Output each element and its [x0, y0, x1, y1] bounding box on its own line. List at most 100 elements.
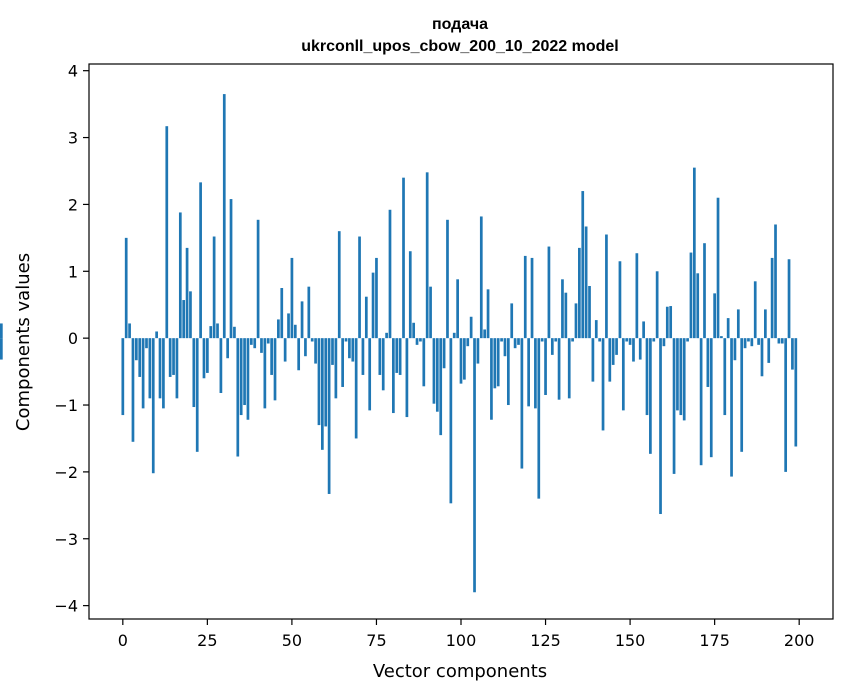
bar-component-158 — [655, 271, 659, 339]
bar-component-96 — [446, 219, 449, 339]
bar-component-26 — [209, 326, 213, 339]
bar-component-87 — [415, 338, 419, 345]
bar-component-184 — [743, 338, 747, 349]
bar-component-154 — [642, 321, 645, 339]
bar-component-8 — [148, 338, 152, 399]
bar-component-10 — [155, 331, 158, 339]
bar-component-196 — [784, 338, 788, 472]
bar-component-198 — [791, 338, 794, 370]
bar-component-84 — [405, 338, 409, 418]
bar-component-3 — [131, 338, 135, 442]
bar-component-150 — [628, 338, 632, 345]
bar-component-17 — [178, 212, 182, 339]
bar-component-168 — [689, 252, 693, 339]
bar-component-65 — [341, 338, 344, 387]
bar-component-114 — [506, 338, 510, 406]
bar-component-93 — [435, 338, 439, 412]
bar-component-145 — [611, 338, 615, 365]
bar-component-4 — [134, 338, 138, 361]
x-tick-label: 0 — [118, 631, 128, 650]
bar-component-181 — [733, 338, 737, 361]
bar-component-177 — [720, 336, 723, 339]
bar-component-151 — [632, 338, 635, 362]
y-tick-label: −1 — [54, 396, 78, 415]
bar-component-13 — [165, 126, 169, 339]
bar-component-165 — [679, 338, 683, 416]
bar-component-175 — [713, 293, 716, 339]
bar-component-49 — [287, 313, 290, 339]
y-tick-label: −3 — [54, 530, 78, 549]
y-tick-label: 4 — [68, 62, 78, 81]
bar-component-166 — [682, 338, 686, 421]
bar-component-19 — [185, 247, 189, 339]
bar-component-94 — [439, 338, 443, 436]
bar-component-89 — [422, 338, 426, 387]
bar-component-108 — [486, 289, 490, 339]
bar-component-80 — [392, 338, 395, 414]
bar-component-73 — [368, 338, 372, 411]
bar-component-128 — [554, 338, 558, 342]
bar-component-undefined — [0, 338, 3, 360]
bar-component-99 — [456, 279, 459, 339]
bar-component-90 — [425, 172, 429, 339]
bar-component-48 — [283, 338, 287, 362]
bar-component-183 — [740, 338, 744, 452]
bar-component-189 — [760, 338, 764, 377]
bar-component-69 — [354, 338, 358, 439]
bar-component-174 — [709, 338, 713, 458]
bar-component-141 — [598, 338, 602, 342]
x-axis-ticks: 0 25 50 75 100 125 150 175 200 — [118, 619, 814, 650]
bar-component-146 — [615, 338, 618, 355]
bar-component-11 — [158, 338, 162, 399]
bar-component-24 — [202, 338, 206, 379]
bar-component-91 — [429, 286, 432, 339]
bar-component-7 — [145, 338, 148, 349]
bar-component-85 — [408, 251, 412, 339]
y-tick-label: 3 — [68, 129, 78, 148]
bar-component-35 — [239, 338, 243, 416]
bar-component-0 — [121, 338, 125, 416]
bar-component-115 — [510, 303, 514, 339]
bar-component-120 — [527, 338, 530, 407]
bar-component-147 — [618, 261, 622, 339]
bar-component-62 — [331, 338, 334, 365]
bar-component-113 — [503, 338, 507, 357]
bar-component-29 — [219, 338, 223, 393]
bar-component-71 — [361, 338, 365, 375]
bar-component-140 — [594, 320, 598, 339]
bar-component-152 — [635, 253, 639, 339]
bar-component-67 — [348, 338, 351, 359]
bar-component-9 — [151, 338, 155, 474]
x-tick-label: 150 — [615, 631, 646, 650]
bar-component-15 — [172, 338, 175, 375]
bar-component-137 — [584, 226, 588, 339]
bar-component-86 — [412, 322, 416, 339]
bar-component-118 — [520, 338, 524, 469]
bar-component-149 — [625, 338, 629, 342]
bar-component-144 — [608, 338, 612, 382]
bar-component-116 — [513, 338, 517, 349]
bar-component-127 — [550, 338, 554, 355]
bar-component-2 — [128, 323, 131, 339]
y-tick-label: 1 — [68, 262, 78, 281]
bar-component-31 — [226, 338, 230, 359]
bar-component-109 — [490, 338, 493, 420]
bar-component-75 — [375, 257, 378, 339]
bar-component-178 — [723, 338, 727, 416]
bar-component-100 — [459, 338, 463, 384]
x-tick-label: 50 — [282, 631, 302, 650]
bar-component-119 — [523, 255, 527, 339]
bar-component-72 — [364, 296, 368, 339]
bar-component-136 — [581, 191, 585, 339]
bar-component-170 — [696, 273, 700, 339]
bar-component-22 — [195, 338, 199, 452]
bar-component-122 — [534, 338, 537, 409]
bar-component-169 — [692, 167, 696, 339]
bar-component-167 — [686, 338, 689, 342]
bar-component-135 — [578, 247, 581, 339]
bar-component-undefined — [0, 323, 3, 339]
bar-component-54 — [304, 338, 307, 357]
bar-component-131 — [564, 292, 568, 339]
bar-component-191 — [767, 338, 771, 363]
y-tick-label: 2 — [68, 195, 78, 214]
